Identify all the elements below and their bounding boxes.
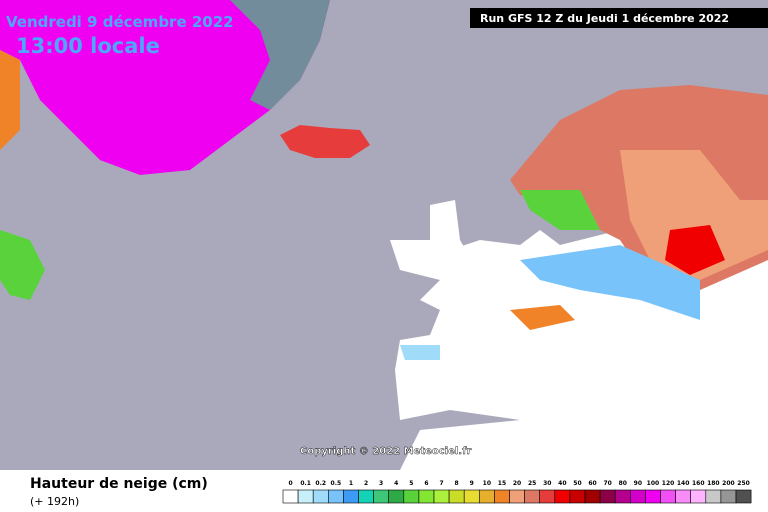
footer-subtitle: (+ 192h) <box>30 495 79 508</box>
copyright: Copyright © 2022 Meteociel.fr <box>300 446 471 457</box>
legend-label: 5 <box>409 480 413 487</box>
legend-swatch <box>660 489 676 504</box>
legend-label: 2 <box>364 480 368 487</box>
legend-swatch <box>448 489 465 504</box>
run-info: Run GFS 12 Z du Jeudi 1 décembre 2022 <box>480 12 729 25</box>
legend-label: 60 <box>588 480 596 487</box>
legend-swatch <box>539 489 556 504</box>
sweden-south <box>520 190 600 230</box>
legend-label: 200 <box>722 480 735 487</box>
legend-swatch <box>705 489 722 504</box>
legend-label: 180 <box>707 480 720 487</box>
legend-swatch <box>524 489 540 504</box>
legend-swatch <box>599 489 616 504</box>
britain <box>430 200 480 280</box>
legend-label: 250 <box>737 480 750 487</box>
legend-label: 160 <box>692 480 705 487</box>
central-europe-snow <box>520 245 700 320</box>
legend-swatch <box>297 489 314 504</box>
legend-label: 30 <box>543 480 551 487</box>
legend-label: 0.2 <box>315 480 326 487</box>
legend-swatch <box>675 489 691 504</box>
legend-swatch <box>735 489 752 504</box>
greenland-coast <box>230 0 330 110</box>
legend-label: 120 <box>662 480 675 487</box>
legend-swatch <box>720 489 737 504</box>
legend-label: 100 <box>647 480 660 487</box>
legend-label: 3 <box>379 480 383 487</box>
legend-label: 40 <box>558 480 566 487</box>
legend-label: 10 <box>483 480 491 487</box>
legend-label: 70 <box>603 480 611 487</box>
legend-label: 0.1 <box>300 480 311 487</box>
legend-label: 6 <box>424 480 428 487</box>
alps <box>510 305 575 330</box>
legend-swatch <box>433 489 450 504</box>
legend-label: 4 <box>394 480 398 487</box>
legend-label: 8 <box>455 480 459 487</box>
footer-title: Hauteur de neige (cm) <box>30 476 208 492</box>
greenland <box>0 0 330 175</box>
africa <box>400 420 520 470</box>
legend: 0 0.1 0.2 0.5 1 2 3 4 5 6 7 8 9 10 15 20 25 30 40 50 60 70 80 9… <box>282 480 752 504</box>
legend-swatch <box>327 489 344 504</box>
canada <box>0 230 45 300</box>
legend-label: 20 <box>513 480 521 487</box>
legend-swatch <box>388 489 405 504</box>
legend-label: 15 <box>498 480 506 487</box>
greenland-west <box>0 50 20 150</box>
legend-swatch <box>645 489 661 504</box>
legend-label: 9 <box>470 480 474 487</box>
legend-swatch <box>629 489 646 504</box>
legend-label: 25 <box>528 480 536 487</box>
map-time: 13:00 locale <box>16 34 160 58</box>
legend-label: 0 <box>288 480 292 487</box>
spain-snow <box>400 345 440 360</box>
legend-swatch <box>494 489 510 504</box>
legend-label: 140 <box>677 480 690 487</box>
legend-swatch <box>509 489 525 504</box>
legend-label: 50 <box>573 480 581 487</box>
legend-label: 90 <box>634 480 642 487</box>
legend-swatch <box>358 489 374 504</box>
map-date: Vendredi 9 décembre 2022 <box>6 13 234 31</box>
legend-swatch <box>569 489 586 504</box>
legend-swatch <box>403 489 420 504</box>
legend-swatch <box>614 489 631 504</box>
iceland <box>280 125 370 158</box>
legend-swatch <box>584 489 601 504</box>
russia-heavy <box>665 225 725 275</box>
legend-label: 7 <box>439 480 443 487</box>
legend-label: 80 <box>619 480 627 487</box>
run-box <box>470 8 768 28</box>
legend-swatch <box>418 489 435 504</box>
legend-swatch <box>343 489 359 504</box>
legend-swatch <box>282 489 299 504</box>
legend-swatch <box>373 489 390 504</box>
russia-snow <box>620 150 768 280</box>
legend-swatch <box>554 489 571 504</box>
legend-swatch <box>463 489 480 504</box>
legend-label: 1 <box>349 480 353 487</box>
legend-swatch <box>312 489 329 504</box>
legend-swatch <box>690 489 707 504</box>
legend-label: 0.5 <box>331 480 342 487</box>
legend-swatch <box>478 489 495 504</box>
